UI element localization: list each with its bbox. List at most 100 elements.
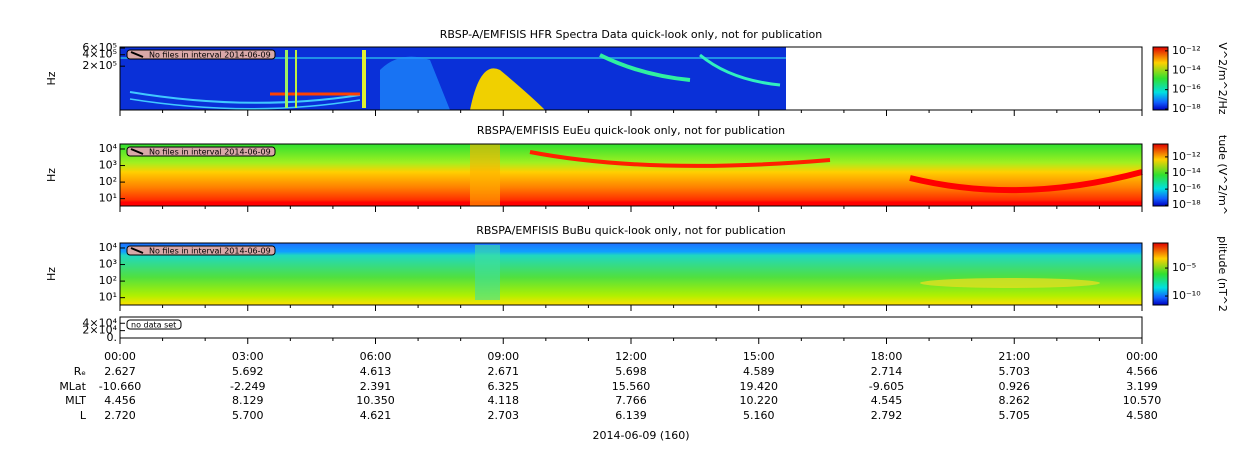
notice-text: No files in interval 2014-06-09 <box>149 148 271 157</box>
colorbar-tick-label: 10⁻⁵ <box>1172 261 1196 274</box>
ephemeris-name: MLT <box>65 394 86 407</box>
notice-text: no data set <box>131 321 176 330</box>
panel-title: RBSPA/EMFISIS BuBu quick-look only, not … <box>476 224 786 237</box>
ephemeris-value: 6.139 <box>615 409 647 422</box>
ephemeris-value: 15.560 <box>612 380 651 393</box>
y-tick-label: 10⁴ <box>99 142 118 155</box>
ephemeris-value: 5.692 <box>232 365 264 378</box>
colorbar-label: tude (V^2/m^ <box>1216 135 1229 215</box>
notice-box <box>126 49 276 60</box>
notice-icon <box>130 51 144 58</box>
ephemeris-value: 4.621 <box>360 409 392 422</box>
y-tick-label: 10³ <box>99 159 117 172</box>
y-tick-label: 2×10⁵ <box>82 59 117 72</box>
y-tick-label: 10⁴ <box>99 241 118 254</box>
colorbar-label: plitude (nT^2 <box>1216 236 1229 312</box>
x-tick-label: 21:00 <box>998 350 1030 363</box>
y-axis-label: Hz <box>45 168 58 182</box>
ephemeris-value: 4.589 <box>743 365 775 378</box>
colorbar <box>1152 242 1169 306</box>
y-tick-label: 10² <box>99 175 117 188</box>
x-tick-label: 09:00 <box>487 350 519 363</box>
colorbar-tick-label: 10⁻¹⁴ <box>1172 63 1201 76</box>
ephemeris-value: 3.199 <box>1126 380 1158 393</box>
y-tick-label: 4×10⁴ <box>82 316 117 329</box>
notice-text: No files in interval 2014-06-09 <box>149 247 271 256</box>
ephemeris-value: 10.350 <box>356 394 395 407</box>
y-tick-label: 2×10⁴ <box>82 324 117 337</box>
ephemeris-value: 7.766 <box>615 394 647 407</box>
ephemeris-value: 2.627 <box>104 365 136 378</box>
ephemeris-value: 10.220 <box>740 394 779 407</box>
spectrogram-image <box>120 47 1143 305</box>
ephemeris-value: 5.705 <box>999 409 1031 422</box>
y-tick-label: 10³ <box>99 258 117 271</box>
ephemeris-value: 4.580 <box>1126 409 1158 422</box>
colorbar-tick-label: 10⁻¹⁰ <box>1172 289 1201 302</box>
y-tick-label: 0. <box>107 331 118 344</box>
ephemeris-value: 4.613 <box>360 365 392 378</box>
notice-icon <box>130 247 144 254</box>
ephemeris-value: 2.792 <box>871 409 903 422</box>
x-tick-label: 15:00 <box>743 350 775 363</box>
colorbar-tick-label: 10⁻¹⁸ <box>1172 102 1201 115</box>
x-tick-label: 00:00 <box>104 350 136 363</box>
x-tick-label: 18:00 <box>871 350 903 363</box>
ephemeris-name: Rₑ <box>74 365 86 378</box>
ephemeris-value: 5.700 <box>232 409 264 422</box>
ephemeris-value: -10.660 <box>99 380 141 393</box>
ephemeris-value: 8.129 <box>232 394 264 407</box>
ephemeris-value: 4.118 <box>488 394 520 407</box>
ephemeris-value: 0.926 <box>999 380 1031 393</box>
ephemeris-value: 5.703 <box>999 365 1031 378</box>
ephemeris-value: 5.698 <box>615 365 647 378</box>
x-tick-label: 12:00 <box>615 350 647 363</box>
notice-box <box>126 245 276 256</box>
panel-title: RBSP-A/EMFISIS HFR Spectra Data quick-lo… <box>440 28 823 41</box>
y-tick-label: 6×10⁵ <box>82 41 117 54</box>
ephemeris-value: 2.720 <box>104 409 136 422</box>
ephemeris-value: 2.703 <box>488 409 520 422</box>
ephemeris-value: 4.566 <box>1126 365 1158 378</box>
ephemeris-value: 5.160 <box>743 409 775 422</box>
notice-text: No files in interval 2014-06-09 <box>149 51 271 60</box>
ephemeris-value: 6.325 <box>488 380 520 393</box>
x-tick-label: 03:00 <box>232 350 264 363</box>
ephemeris-value: 4.545 <box>871 394 903 407</box>
colorbar-tick-label: 10⁻¹⁸ <box>1172 198 1201 211</box>
colorbar <box>1152 143 1169 207</box>
notice-icon <box>130 148 144 155</box>
ephemeris-value: 19.420 <box>740 380 779 393</box>
y-tick-label: 10¹ <box>99 291 117 304</box>
ephemeris-value: -9.605 <box>869 380 904 393</box>
ephemeris-name: L <box>80 409 87 422</box>
x-axis-label: 2014-06-09 (160) <box>592 429 689 442</box>
colorbar-tick-label: 10⁻¹² <box>1172 44 1201 57</box>
ephemeris-value: 2.671 <box>488 365 520 378</box>
y-axis-label: Hz <box>45 71 58 85</box>
colorbar-tick-label: 10⁻¹⁶ <box>1172 182 1201 195</box>
ephemeris-value: 8.262 <box>999 394 1031 407</box>
notice-box <box>126 146 276 157</box>
colorbar <box>1152 46 1169 111</box>
ephemeris-value: 2.714 <box>871 365 903 378</box>
ephemeris-value: -2.249 <box>230 380 265 393</box>
ephemeris-name: MLat <box>59 380 86 393</box>
x-tick-label: 00:00 <box>1126 350 1158 363</box>
colorbar-tick-label: 10⁻¹² <box>1172 150 1201 163</box>
panel-title: RBSPA/EMFISIS EuEu quick-look only, not … <box>477 124 785 137</box>
y-tick-label: 10² <box>99 274 117 287</box>
ephemeris-value: 4.456 <box>104 394 136 407</box>
ephemeris-value: 2.391 <box>360 380 392 393</box>
ephemeris-value: 10.570 <box>1123 394 1162 407</box>
x-tick-label: 06:00 <box>360 350 392 363</box>
colorbar-label: V^2/m^2/Hz <box>1216 42 1229 114</box>
colorbar-tick-label: 10⁻¹⁴ <box>1172 166 1201 179</box>
y-axis-label: Hz <box>45 267 58 281</box>
panel-frame <box>119 316 1143 339</box>
y-tick-label: 10¹ <box>99 192 117 205</box>
y-tick-label: 4×10⁵ <box>82 48 117 61</box>
colorbar-tick-label: 10⁻¹⁶ <box>1172 83 1201 96</box>
notice-box <box>126 319 182 330</box>
